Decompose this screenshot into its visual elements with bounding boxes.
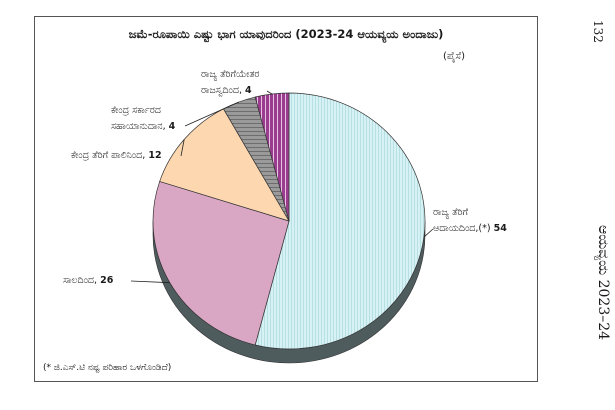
leader-line-central-grants [184, 101, 240, 127]
pie-slice-state-tax [254, 92, 426, 350]
slice-label-line1: ರಾಜ್ಯ ತೆರಿಗೆ [433, 207, 469, 218]
unit-label: (ಪೈಸೆ) [442, 51, 465, 62]
footnote: (* ಜಿ.ಎಸ್.ಟಿ ನಷ್ಟ ಪರಿಹಾರ ಒಳಗೊಂಡಿದೆ) [43, 363, 172, 373]
chart-title: ಜಮೆ-ರೂಪಾಯಿ ಎಷ್ಟು ಭಾಗ ಯಾವುದರಿಂದ (2023-24 … [128, 27, 444, 41]
slice-value-loans: 26 [100, 275, 114, 286]
slice-value-non-tax-revenue: 4 [245, 85, 252, 96]
slice-label-line2: ಕೇಂದ್ರ ತೆರಿಗೆ ಪಾಲಿನಿಂದ, [71, 150, 146, 161]
slice-label-line1: ಕೇಂದ್ರ ಸರ್ಕಾರದ [111, 105, 161, 116]
slice-value-central-tax-share: 12 [148, 150, 162, 161]
slice-label-central-tax-share: ಕೇಂದ್ರ ತೆರಿಗೆ ಪಾಲಿನಿಂದ, 12 [71, 148, 162, 164]
leader-line-central-tax-share [180, 139, 185, 157]
leader-line-loans [130, 280, 170, 284]
slice-label-line1: ರಾಜ್ಯ ತೆರಿಗೆಯೇತರ [201, 69, 260, 80]
slice-label-line2: ಸಾಲದಿಂದ, [63, 275, 98, 286]
side-title: ಆಯವ್ಯಯ 2023–24 [595, 225, 611, 341]
slice-label-central-grants: ಕೇಂದ್ರ ಸರ್ಕಾರದ ಸಹಾಯಾನುದಾನ, 4 [111, 103, 175, 135]
chart-frame: ಜಮೆ-ರೂಪಾಯಿ ಎಷ್ಟು ಭಾಗ ಯಾವುದರಿಂದ (2023-24 … [34, 16, 538, 382]
leader-line-non-tax-revenue [266, 90, 273, 95]
slice-label-line2: ಸಹಾಯಾನುದಾನ, [111, 121, 166, 132]
slice-label-non-tax-revenue: ರಾಜ್ಯ ತೆರಿಗೆಯೇತರ ರಾಜಸ್ವದಿಂದ, 4 [201, 67, 259, 99]
leader-line-state-tax [423, 228, 434, 238]
page-number: 132 [591, 20, 605, 43]
slice-label-line2: ಆದಾಯದಿಂದ,(*) [433, 223, 491, 234]
pie-chart [130, 90, 434, 364]
slice-value-state-tax: 54 [493, 223, 507, 234]
slice-label-line2: ರಾಜಸ್ವದಿಂದ, [201, 85, 243, 96]
slice-label-loans: ಸಾಲದಿಂದ, 26 [63, 273, 113, 289]
pie-slice-loans [152, 181, 290, 346]
slice-label-state-tax: ರಾಜ್ಯ ತೆರಿಗೆ ಆದಾಯದಿಂದ,(*) 54 [433, 205, 507, 237]
slice-value-central-grants: 4 [168, 121, 176, 132]
